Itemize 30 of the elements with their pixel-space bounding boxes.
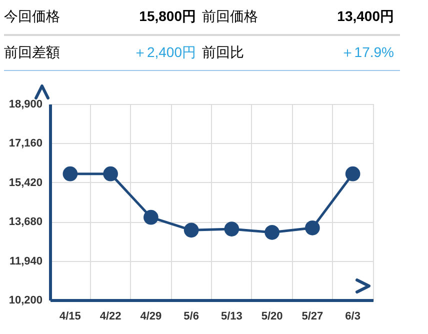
text: 今回価格 bbox=[4, 8, 61, 26]
text: 前回価格 bbox=[202, 8, 259, 26]
x-tick-label: 4/22 bbox=[100, 310, 122, 322]
y-tick-label: 10,200 bbox=[8, 294, 42, 306]
text: ＋17.9% bbox=[339, 44, 395, 62]
text: 前回差額 bbox=[4, 44, 61, 62]
x-tick-label: 4/15 bbox=[59, 310, 81, 322]
point bbox=[184, 222, 199, 238]
x-tick-label: 6/3 bbox=[345, 310, 360, 322]
y-tick-label: 11,940 bbox=[9, 255, 42, 268]
text: 13,400円 bbox=[336, 8, 395, 26]
y-tick-label: 13,680 bbox=[8, 216, 42, 228]
text: 15,800円 bbox=[138, 8, 197, 26]
point bbox=[144, 210, 158, 225]
x-tick-label: 5/27 bbox=[302, 310, 324, 322]
text: 前回比 bbox=[202, 44, 245, 62]
point bbox=[103, 166, 118, 182]
point bbox=[224, 222, 240, 236]
point bbox=[62, 166, 78, 182]
y-tick-label: 17,160 bbox=[8, 138, 42, 150]
x-tick-label: 4/29 bbox=[140, 310, 162, 322]
y-tick-label: 15,420 bbox=[8, 176, 42, 189]
x-tick-label: 5/13 bbox=[220, 310, 242, 322]
x-tick-label: 5/20 bbox=[261, 310, 283, 322]
point bbox=[345, 166, 360, 182]
point bbox=[264, 225, 280, 240]
point bbox=[305, 220, 320, 236]
x-tick-label: 5/6 bbox=[184, 310, 199, 322]
text: ＋2,400円 bbox=[132, 44, 197, 62]
y-tick-label: 18,900 bbox=[8, 98, 42, 110]
